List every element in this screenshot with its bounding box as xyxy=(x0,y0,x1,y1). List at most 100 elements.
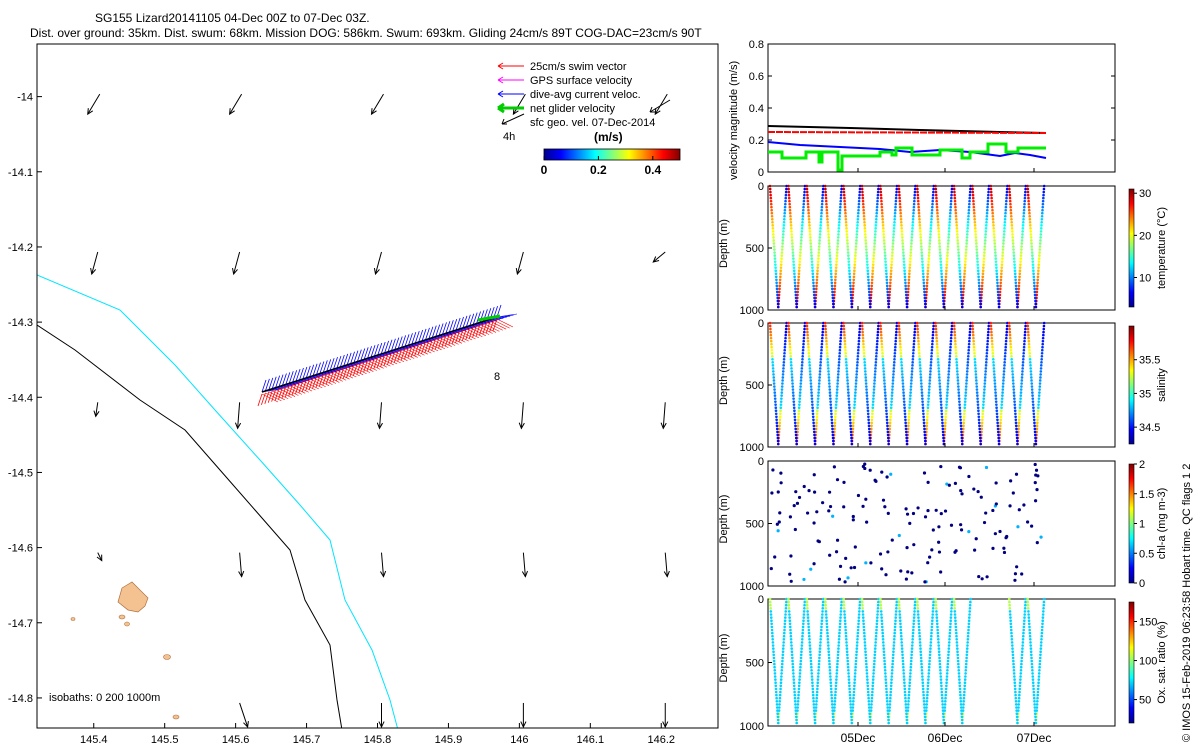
profile-sample-point xyxy=(893,217,896,221)
profile-sample-point xyxy=(1029,236,1033,239)
profile-sample-point xyxy=(779,403,783,406)
profile-sample-point xyxy=(890,266,893,269)
profile-sample-point xyxy=(1015,715,1019,719)
profile-sample-point xyxy=(795,305,798,309)
profile-sample-point xyxy=(1031,678,1035,681)
profile-sample-point xyxy=(1036,693,1040,697)
profile-sample-point xyxy=(856,631,860,635)
profile-sample-point xyxy=(956,647,959,650)
profile-sample-point xyxy=(809,662,813,666)
profile-sample-point xyxy=(995,406,998,410)
profile-sample-point xyxy=(873,370,877,373)
profile-sample-point xyxy=(937,230,941,233)
profile-sample-point xyxy=(991,214,995,218)
profile-sample-point xyxy=(820,345,824,349)
profile-sample-point xyxy=(833,424,837,428)
colorbar-label: (m/s) xyxy=(594,130,623,144)
profile-sample-point xyxy=(880,208,884,212)
profile-sample-point xyxy=(867,703,871,706)
profile-sample-point xyxy=(995,278,999,282)
profile-sample-point xyxy=(1028,634,1032,638)
profile-sample-point xyxy=(770,345,773,349)
profile-sample-point xyxy=(844,634,848,638)
chl-sample-point xyxy=(828,553,832,557)
profile-sample-point xyxy=(839,199,843,203)
profile-sample-point xyxy=(897,603,901,607)
profile-sample-point xyxy=(803,327,806,331)
profile-sample-point xyxy=(809,242,813,245)
profile-sample-point xyxy=(901,242,905,245)
profile-sample-point xyxy=(922,275,925,279)
profile-sample-point xyxy=(861,603,864,607)
profile-sample-point xyxy=(977,418,981,422)
profile-sample-point xyxy=(930,217,933,221)
profile-sample-point xyxy=(886,287,889,291)
profile-sample-point xyxy=(802,199,806,203)
profile-sample-point xyxy=(798,669,802,672)
profile-sample-point xyxy=(871,684,875,688)
profile-sample-point xyxy=(828,665,832,669)
profile-sample-point xyxy=(885,278,889,282)
profile-sample-point xyxy=(803,193,806,197)
profile-sample-point xyxy=(1026,187,1030,191)
profile-sample-point xyxy=(808,361,811,364)
chl-sample-point xyxy=(994,502,998,506)
profile-sample-point xyxy=(1007,184,1011,188)
profile-sample-point xyxy=(1034,299,1037,303)
profile-sample-point xyxy=(839,330,843,334)
profile-sample-point xyxy=(999,281,1003,285)
profile-sample-point xyxy=(922,412,925,416)
profile-sample-point xyxy=(796,290,800,294)
dac-vector xyxy=(438,323,444,336)
profile-sample-point xyxy=(921,403,925,406)
profile-sample-point xyxy=(946,669,949,672)
profile-sample-point xyxy=(1042,187,1046,191)
profile-sample-point xyxy=(929,224,933,227)
chl-sample-point xyxy=(1033,499,1038,503)
profile-sample-point xyxy=(855,650,858,653)
profile-sample-point xyxy=(772,376,776,379)
profile-sample-point xyxy=(856,358,859,361)
profile-sample-point xyxy=(886,293,890,297)
profile-sample-point xyxy=(907,703,910,706)
profile-sample-point xyxy=(997,302,1001,306)
profile-sample-point xyxy=(945,260,949,263)
profile-sample-point xyxy=(965,659,968,663)
chl-sample-point xyxy=(984,511,988,515)
profile-sample-point xyxy=(1028,211,1031,215)
profile-sample-point xyxy=(853,675,857,678)
chl-sample-point xyxy=(835,478,840,482)
profile-sample-point xyxy=(997,436,1000,440)
profile-sample-point xyxy=(845,644,849,647)
profile-sample-point xyxy=(918,361,922,364)
profile-sample-point xyxy=(846,379,849,382)
chl-sample-point xyxy=(976,489,980,494)
profile-sample-point xyxy=(1014,281,1018,285)
profile-sample-point xyxy=(926,690,929,694)
profile-sample-point xyxy=(872,257,875,260)
profile-sample-point xyxy=(834,687,838,691)
profile-sample-point xyxy=(867,290,871,294)
profile-sample-point xyxy=(990,205,994,209)
swim-vector xyxy=(478,323,484,336)
profile-sample-point xyxy=(769,607,772,610)
profile-sample-point xyxy=(882,233,886,236)
profile-sample-point xyxy=(821,333,824,337)
profile-sample-point xyxy=(920,662,923,666)
profile-sample-point xyxy=(865,669,869,672)
profile-sample-point xyxy=(846,239,849,242)
profile-sample-point xyxy=(947,239,950,242)
profile-sample-point xyxy=(919,650,923,653)
profile-sample-point xyxy=(1036,412,1040,416)
profile-sample-point xyxy=(831,430,834,434)
profile-sample-point xyxy=(941,427,945,431)
profile-sample-point xyxy=(806,342,810,346)
chl-sample-point xyxy=(816,539,820,543)
profile-sample-point xyxy=(1009,351,1013,355)
profile-sample-point xyxy=(850,439,853,443)
chl-sample-point xyxy=(931,528,935,532)
profile-sample-point xyxy=(776,296,779,300)
profile-sample-point xyxy=(779,406,783,410)
profile-sample-point xyxy=(801,217,804,221)
profile-sample-point xyxy=(918,364,922,367)
